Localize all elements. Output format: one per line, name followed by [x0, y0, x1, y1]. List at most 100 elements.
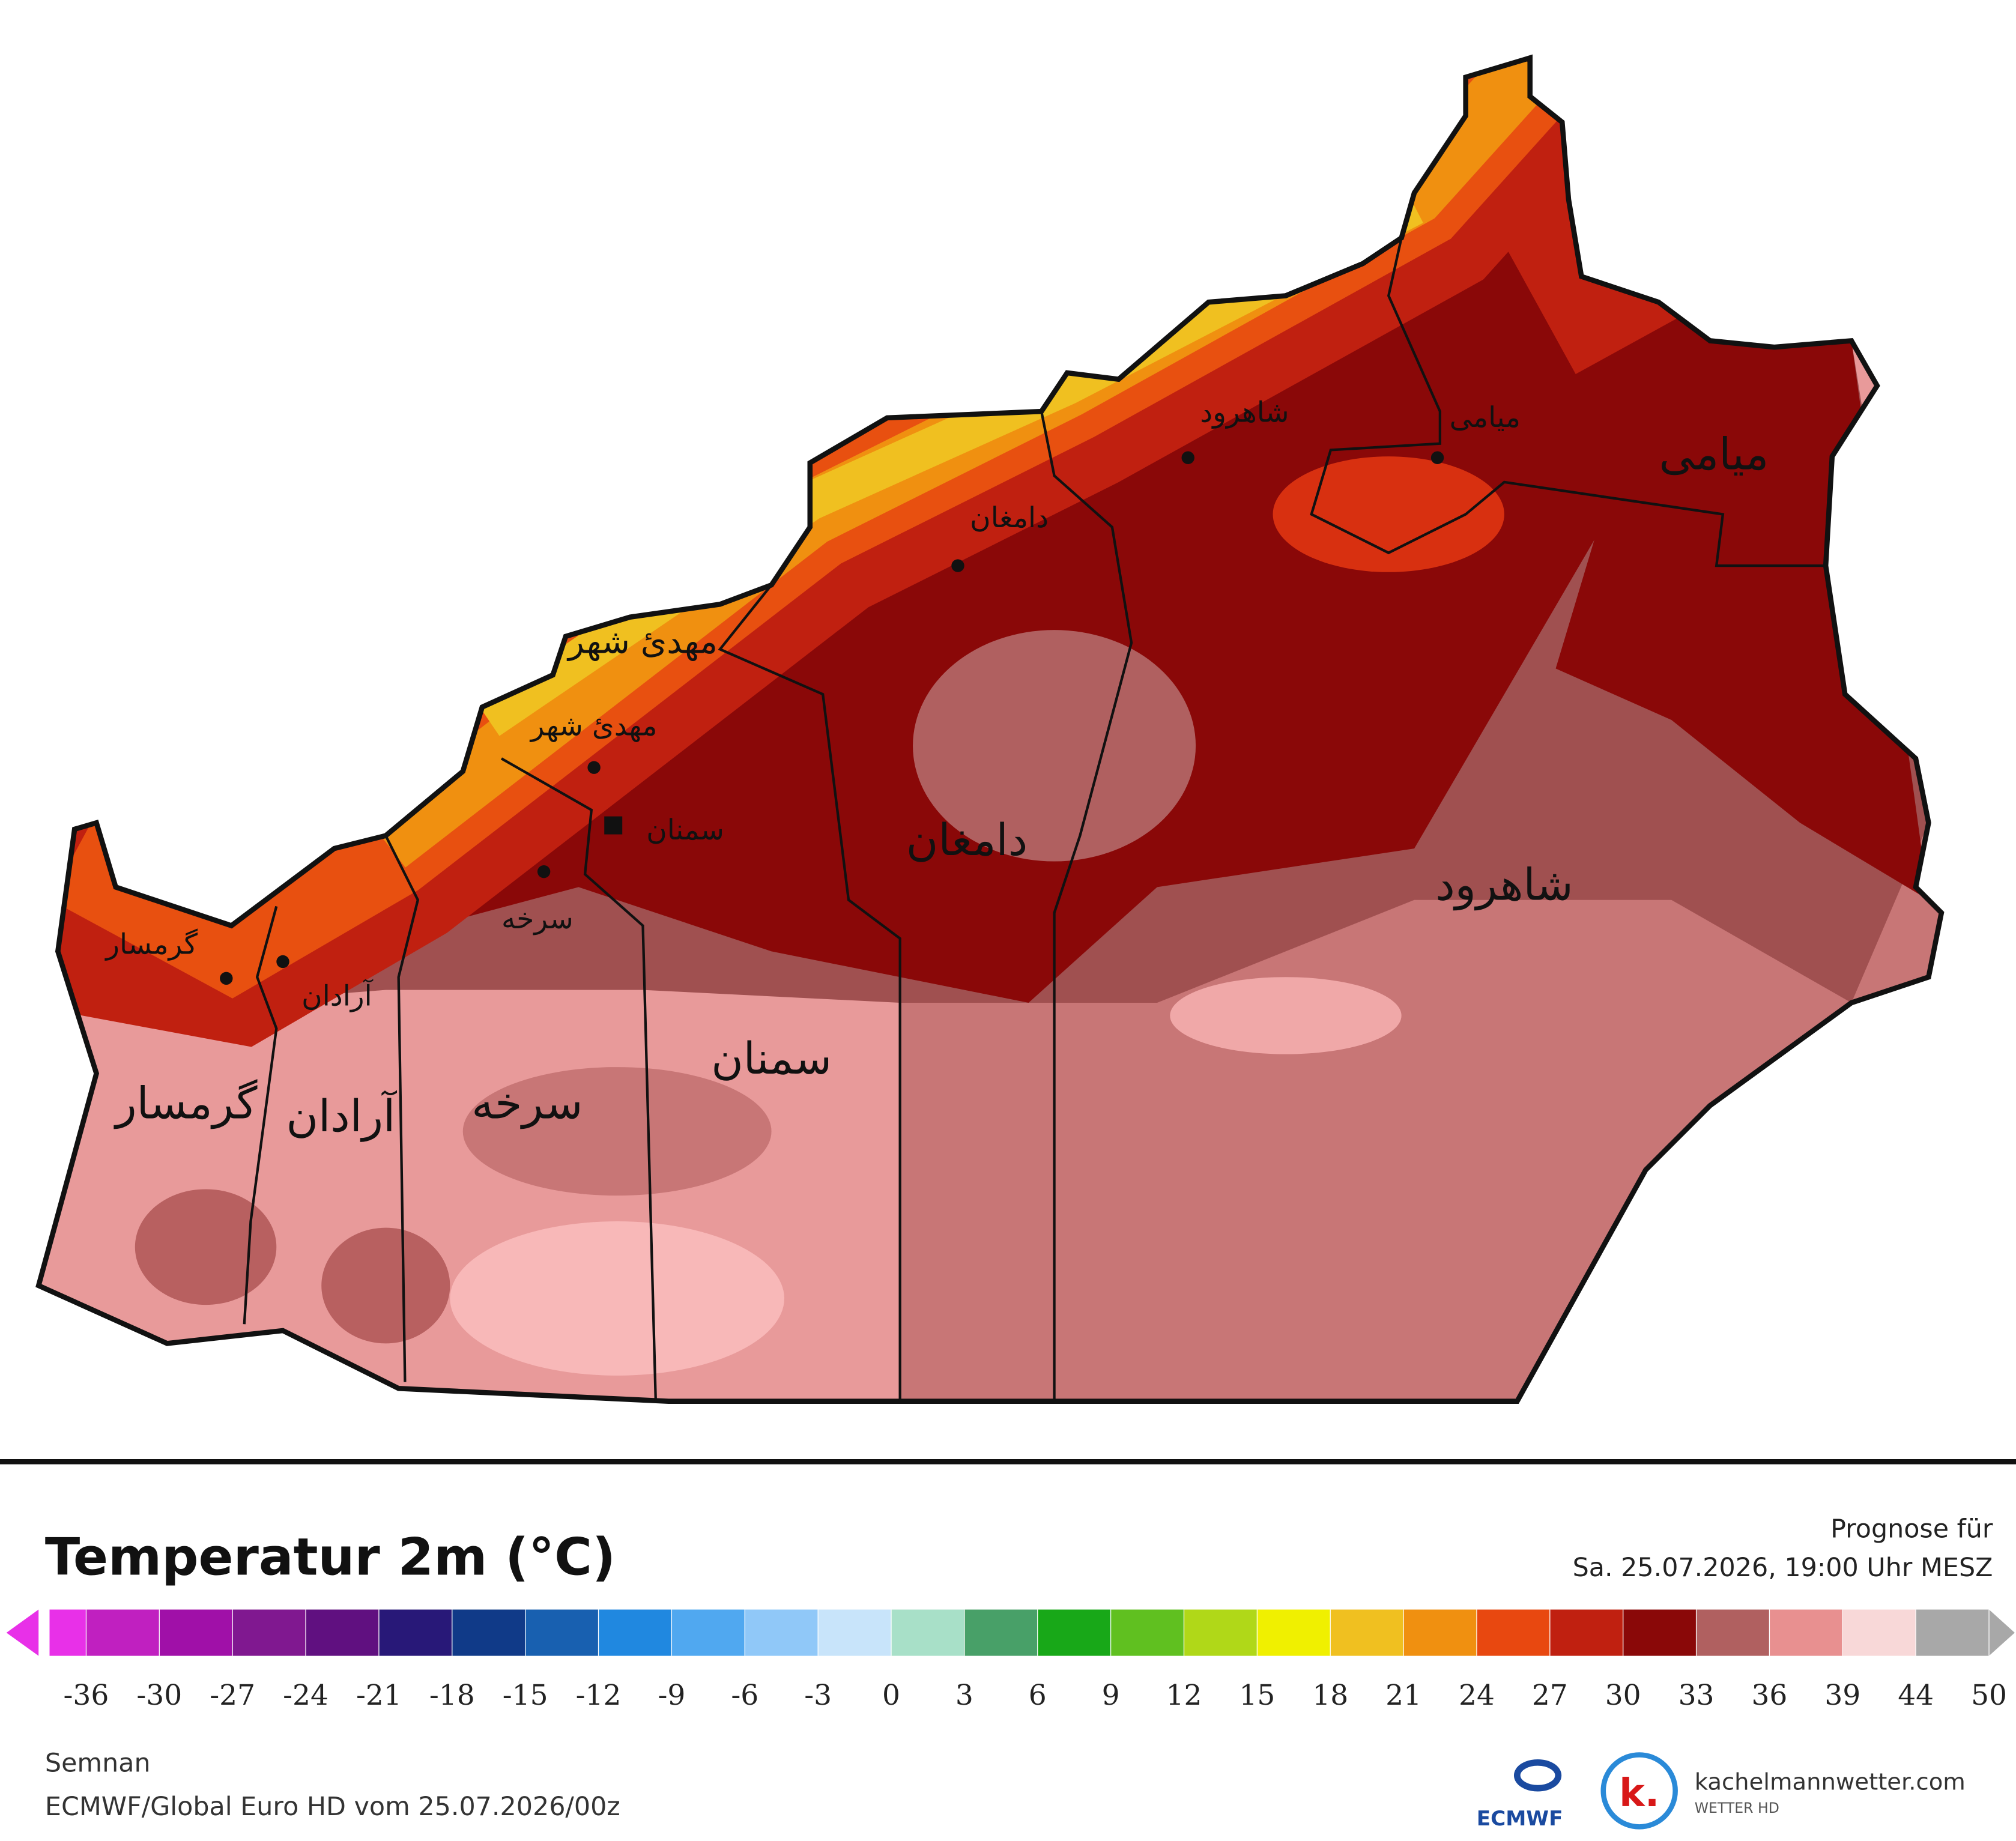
city-dot [537, 865, 551, 878]
colorbar-tick-label: -30 [136, 1679, 182, 1712]
colorbar-tick-label: 9 [1102, 1679, 1120, 1712]
colorbar-swatch [891, 1609, 964, 1656]
colorbar-tick-label: 39 [1824, 1679, 1860, 1712]
region-label: دامغان [906, 815, 1028, 866]
colorbar-tick-label: 15 [1239, 1679, 1275, 1712]
colorbar-tick-label: 0 [882, 1679, 900, 1712]
district-border [384, 835, 420, 1382]
colorbar-tick-label: 33 [1678, 1679, 1715, 1712]
kachelmann-mark: k. [1619, 1771, 1659, 1816]
city-label: گرمسار [104, 928, 198, 961]
colorbar-tick-label: 36 [1751, 1679, 1787, 1712]
colorbar-swatch [1257, 1609, 1331, 1656]
city-label: سرخه [501, 902, 574, 936]
city-dot [220, 972, 233, 985]
district-borders [243, 237, 1826, 1401]
colorbar-tick-label: -18 [429, 1679, 475, 1712]
city-label: آرادان [301, 979, 373, 1012]
colorbar-swatch [86, 1609, 160, 1656]
colorbar-swatch [306, 1609, 379, 1656]
district-border [1310, 237, 1826, 567]
forecast-time: Sa. 25.07.2026, 19:00 Uhr MESZ [1573, 1553, 1993, 1583]
city-label: شاهرود [1200, 396, 1289, 429]
field-patch [913, 630, 1196, 862]
region-label: گرمسار [113, 1078, 257, 1129]
kachelmann-icon [1600, 1752, 1678, 1830]
colorbar-tick-label: -24 [283, 1679, 328, 1712]
city-dot [951, 559, 964, 572]
colorbar-tick-label: -12 [576, 1679, 622, 1712]
city-dot [1181, 451, 1194, 464]
colorbar-swatch [1842, 1609, 1916, 1656]
colorbar-swatch [1476, 1609, 1550, 1656]
district-border [718, 584, 901, 1401]
colorbar-swatch [964, 1609, 1038, 1656]
colorbar-tick-label: 30 [1605, 1679, 1641, 1712]
district-border [500, 757, 658, 1401]
colorbar-tick-label: -21 [356, 1679, 402, 1712]
region-label: مهدئ شهر [566, 623, 718, 662]
footer-region: Semnan [45, 1748, 151, 1778]
legend-title: Temperatur 2m (°C) [45, 1528, 616, 1588]
forecast-label: Prognose für [1830, 1514, 1993, 1544]
colorbar: -36 -30 -27 -24 -21 -18 -15 -12 -9 -6 -3 0 3 6 9 12 15 18… [6, 1609, 2015, 1712]
colorbar-swatch [818, 1609, 892, 1656]
field-patch [450, 1221, 784, 1376]
colorbar-swatch [525, 1609, 599, 1656]
colorbar-tick-label: 50 [1971, 1679, 2007, 1712]
city-markers [220, 451, 1444, 985]
temperature-field [38, 58, 1942, 1401]
colorbar-swatch [49, 1609, 86, 1656]
ecmwf-icon [1513, 1759, 1562, 1792]
field-patch [321, 1227, 450, 1344]
colorbar-swatch [671, 1609, 745, 1656]
field-patch [1273, 456, 1504, 572]
colorbar-tick-label: 12 [1166, 1679, 1202, 1712]
city-dot [276, 955, 289, 969]
colorbar-tick-label: 3 [955, 1679, 973, 1712]
colorbar-swatch [378, 1609, 452, 1656]
region-label: آرادان [286, 1090, 397, 1142]
colorbar-arrow [6, 1609, 39, 1656]
colorbar-tick-label: 44 [1898, 1679, 1934, 1712]
colorbar-swatch [1769, 1609, 1843, 1656]
city-label: میامی [1450, 401, 1521, 434]
colorbar-tick-label: 27 [1532, 1679, 1568, 1712]
colorbar-tick-label: 18 [1312, 1679, 1348, 1712]
colorbar-swatch [1037, 1609, 1111, 1656]
colorbar-swatch [1623, 1609, 1697, 1656]
colorbar-swatch [745, 1609, 819, 1656]
colorbar-swatch [1184, 1609, 1258, 1656]
city-label: دامغان [970, 501, 1049, 534]
region-label: سمنان [711, 1033, 832, 1084]
colorbar-arrow [1989, 1609, 2015, 1656]
city-label: مهدئ شهر [530, 710, 658, 743]
colorbar-tick-label: -15 [503, 1679, 548, 1712]
colorbar-tick-label: 21 [1385, 1679, 1421, 1712]
colorbar-swatch [1110, 1609, 1184, 1656]
colorbar-tick-label: -6 [731, 1679, 758, 1712]
city-label: سمنان [646, 814, 724, 847]
field-patch [462, 1067, 772, 1196]
kachelmann-name: kachelmannwetter.com [1695, 1768, 1966, 1795]
region-label: سرخه [471, 1078, 583, 1129]
colorbar-tick-label: -9 [658, 1679, 685, 1712]
footer-model: ECMWF/Global Euro HD vom 25.07.2026/00z [45, 1792, 620, 1822]
field-patch [135, 1189, 277, 1305]
capital-marker [604, 816, 623, 835]
region-label: شاهرود [1435, 860, 1573, 911]
colorbar-swatch [452, 1609, 525, 1656]
region-label: میامی [1659, 429, 1769, 480]
colorbar-tick-label: -3 [804, 1679, 832, 1712]
colorbar-tick-label: -36 [64, 1679, 109, 1712]
colorbar-swatch [232, 1609, 306, 1656]
colorbar-tick-label: 6 [1029, 1679, 1047, 1712]
ecmwf-logo: ECMWF [1477, 1807, 1563, 1831]
kachelmann-sub: WETTER HD [1695, 1800, 1779, 1816]
district-border [1040, 411, 1133, 1401]
colorbar-swatch [159, 1609, 233, 1656]
colorbar-swatch [1916, 1609, 1990, 1656]
colorbar-swatch [1696, 1609, 1770, 1656]
